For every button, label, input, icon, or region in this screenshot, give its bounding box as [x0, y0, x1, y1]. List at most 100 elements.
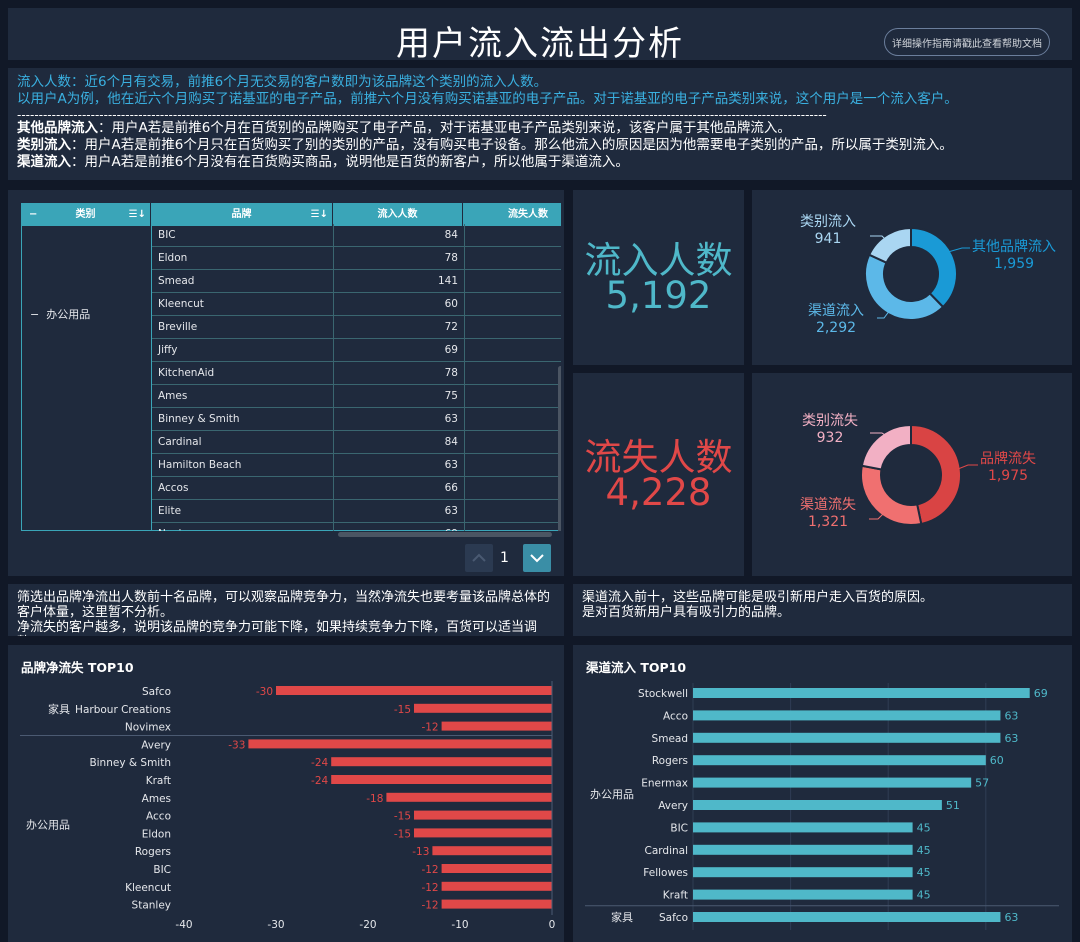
category-label: Kraft [146, 775, 171, 787]
data-label: 63 [1004, 709, 1018, 722]
th-label: 品牌 [231, 209, 252, 220]
category-label: Avery [141, 739, 171, 751]
chart-bar[interactable] [414, 828, 552, 838]
desc-text: ：用户A若是前推6个月没有在百货购买商品，说明他是百货的新客户，所以他属于渠道流… [71, 154, 629, 170]
next-page-button[interactable] [523, 544, 551, 572]
kpi-inflow-label: 流入人数 [584, 239, 733, 282]
th-outflow[interactable]: 流失人数 [508, 209, 548, 220]
table-row[interactable]: Kleencut 60 [152, 293, 561, 316]
category-label: Kraft [663, 890, 688, 902]
table-header: − 类别 ☰↓ 品牌 ☰↓ 流入人数 流失人数 [21, 203, 561, 226]
desc-term: 类别流入 [17, 137, 71, 153]
data-label: -15 [394, 704, 411, 716]
donut-slice[interactable] [910, 226, 958, 309]
donut-label-brand-outflow: 品牌流失 1,975 [980, 451, 1036, 485]
chart-bar[interactable] [331, 775, 552, 784]
table-row[interactable]: Hamilton Beach 63 [152, 454, 561, 477]
th-brand[interactable]: 品牌 ☰↓ [151, 203, 333, 226]
table-row[interactable]: Jiffy 69 [152, 339, 561, 362]
help-doc-button[interactable]: 详细操作指南请戳此查看帮助文档 [884, 28, 1050, 56]
sort-icon[interactable]: ☰↓ [128, 209, 146, 220]
collapse-icon[interactable]: − [30, 308, 40, 321]
category-label: Smead [652, 733, 688, 745]
outflow-donut-panel: 类别流失 932 品牌流失 1,975 渠道流失 1,321 [752, 373, 1072, 576]
inflow-cell: 72 [444, 321, 458, 333]
chart-bar[interactable] [693, 732, 1001, 743]
sort-icon[interactable]: ☰↓ [310, 209, 328, 220]
donut-slice[interactable] [864, 253, 945, 321]
chevron-down-icon [530, 554, 544, 563]
vertical-scrollbar[interactable] [558, 366, 561, 531]
chart-bar[interactable] [693, 688, 1030, 698]
chart-bar[interactable] [441, 899, 552, 909]
data-label: -18 [366, 793, 383, 805]
table-row[interactable]: Novimex 69 [152, 523, 561, 531]
chart-bar[interactable] [693, 889, 913, 900]
table-row[interactable]: Elite 63 [152, 500, 561, 523]
chart-bar[interactable] [441, 881, 552, 891]
table-row[interactable]: Accos 66 [152, 477, 561, 500]
chart-bar[interactable] [432, 846, 552, 856]
net-outflow-bar-chart: Safco -30 Harbour Creations -15 Novimex -12 Av… [20, 681, 556, 931]
chart-bar[interactable] [386, 792, 552, 802]
category-label[interactable]: − 办公用品 [30, 306, 90, 322]
chart-bar[interactable] [276, 686, 552, 695]
table-row[interactable]: BIC 84 [152, 224, 561, 247]
title-bar: 用户流入流出分析 详细操作指南请戳此查看帮助文档 [8, 8, 1072, 64]
chart-bar[interactable] [441, 864, 552, 873]
slice-value: 2,292 [815, 320, 857, 336]
data-label: -12 [421, 864, 438, 876]
data-label: 63 [1004, 911, 1018, 924]
category-label: Ames [142, 793, 171, 805]
chart-bar[interactable] [248, 739, 552, 749]
desc-term: 渠道流入 [17, 154, 71, 170]
donut-label-channel-outflow: 渠道流失 1,321 [800, 497, 856, 531]
brand-cell: KitchenAid [158, 367, 215, 379]
chart-bar[interactable] [331, 757, 552, 767]
note-line: 是对百货新用户具有吸引力的品牌。 [582, 605, 791, 620]
table-row[interactable]: Cardinal 84 [152, 431, 561, 454]
inflow-cell: 66 [444, 482, 458, 494]
slice-name: 渠道流失 [800, 497, 856, 513]
collapse-icon[interactable]: − [29, 209, 38, 220]
th-category[interactable]: − 类别 ☰↓ [21, 203, 151, 226]
chart-bar[interactable] [693, 800, 942, 810]
inflow-cell: 60 [444, 298, 458, 310]
description-panel: 流入人数：近6个月有交易，前推6个月无交易的客户数即为该品牌这个类别的流入人数。… [8, 68, 1072, 180]
donut-slice[interactable] [860, 423, 912, 471]
table-row[interactable]: Ames 75 [152, 385, 561, 408]
chart-bar[interactable] [693, 777, 972, 788]
donut-slice[interactable] [910, 423, 962, 526]
table-row[interactable]: Breville 72 [152, 316, 561, 339]
chart-bar[interactable] [441, 721, 552, 731]
kpi-outflow: 流失人数 4,228 [573, 373, 744, 576]
tick-label: 0 [549, 919, 556, 931]
chart-bar[interactable] [414, 703, 552, 713]
table-row[interactable]: Smead 141 [152, 270, 561, 293]
chart-bar[interactable] [693, 844, 913, 855]
table-row[interactable]: KitchenAid 78 [152, 362, 561, 385]
group-label: 办公用品 [26, 819, 70, 832]
data-label: 45 [917, 844, 931, 857]
kpi-inflow-value: 5,192 [605, 274, 712, 317]
outflow-donut-chart [860, 423, 978, 526]
th-inflow[interactable]: 流入人数 [333, 203, 463, 226]
chart-bar[interactable] [414, 810, 552, 820]
chart-bar[interactable] [693, 755, 986, 766]
horizontal-scrollbar[interactable] [338, 532, 552, 537]
category-label: Rogers [135, 846, 171, 858]
chart-bar[interactable] [693, 867, 913, 878]
donut-slice[interactable] [867, 226, 912, 265]
category-label: Fellowes [643, 867, 688, 879]
table-row[interactable]: Binney & Smith 63 [152, 408, 561, 431]
brand-cell: Smead [158, 275, 195, 287]
chart-bar[interactable] [693, 822, 913, 833]
chart-bar[interactable] [693, 912, 1001, 922]
donut-slice[interactable] [860, 464, 923, 526]
inflow-cell: 84 [444, 229, 458, 241]
chart-bar[interactable] [693, 710, 1001, 721]
kpi-outflow-label: 流失人数 [584, 436, 733, 479]
table-row[interactable]: Eldon 78 [152, 247, 561, 270]
prev-page-button[interactable] [465, 544, 493, 572]
table-rows: BIC 84 Eldon 78 Smead 141 Kleencut 60 Breville 72… [152, 224, 561, 531]
